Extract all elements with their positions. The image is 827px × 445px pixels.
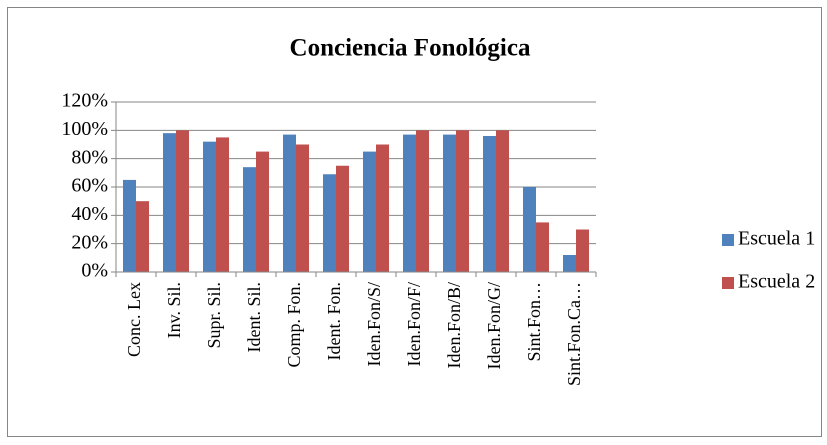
bar (283, 134, 296, 272)
bar (176, 130, 189, 272)
bar (136, 201, 149, 272)
bar (403, 134, 416, 272)
y-tick-label: 100% (61, 118, 108, 140)
y-tick-label: 40% (71, 203, 108, 225)
y-tick-label: 120% (61, 90, 108, 112)
legend-swatch (722, 234, 734, 246)
bar (536, 222, 549, 272)
bar (456, 130, 469, 272)
bar (563, 255, 576, 272)
x-tick-label: Inv. Sil. (164, 282, 184, 338)
bar (496, 130, 509, 272)
bar (416, 130, 429, 272)
bar (163, 133, 176, 272)
y-tick-label: 0% (81, 260, 108, 282)
chart-title: Conciencia Fonológica (290, 35, 531, 62)
y-tick-label: 60% (71, 175, 108, 197)
x-tick-label: Iden.Fon/F/ (404, 282, 424, 367)
bar (376, 144, 389, 272)
bar (523, 187, 536, 272)
bar (336, 165, 349, 272)
legend-label: Escuela 2 (738, 271, 815, 293)
x-tick-label: Ident. Sil. (244, 282, 264, 353)
x-tick-label: Iden.Fon/S/ (364, 282, 384, 367)
legend-swatch (722, 277, 734, 289)
x-tick-label: Iden.Fon/B/ (444, 282, 464, 369)
bar (123, 179, 136, 272)
x-tick-label: Comp. Fon. (284, 282, 304, 368)
bar (296, 144, 309, 272)
y-tick-label: 20% (71, 231, 108, 253)
x-tick-label: Sint.Fon.Ca… (564, 282, 584, 386)
x-tick-label: Iden.Fon/G/ (484, 282, 504, 370)
x-tick-label: Ident. Fon. (324, 282, 344, 361)
x-tick-label: Conc. Lex (124, 282, 144, 357)
y-tick-label: 80% (71, 146, 108, 168)
bar (443, 134, 456, 272)
legend-label: Escuela 1 (738, 228, 815, 250)
bar (363, 151, 376, 272)
bar (203, 141, 216, 272)
bar (576, 229, 589, 272)
bar (323, 174, 336, 272)
x-tick-label: Sint.Fon… (524, 282, 544, 362)
bar (256, 151, 269, 272)
bar (483, 136, 496, 272)
bar (216, 137, 229, 272)
x-tick-label: Supr. Sil. (204, 282, 224, 349)
bar (243, 167, 256, 272)
